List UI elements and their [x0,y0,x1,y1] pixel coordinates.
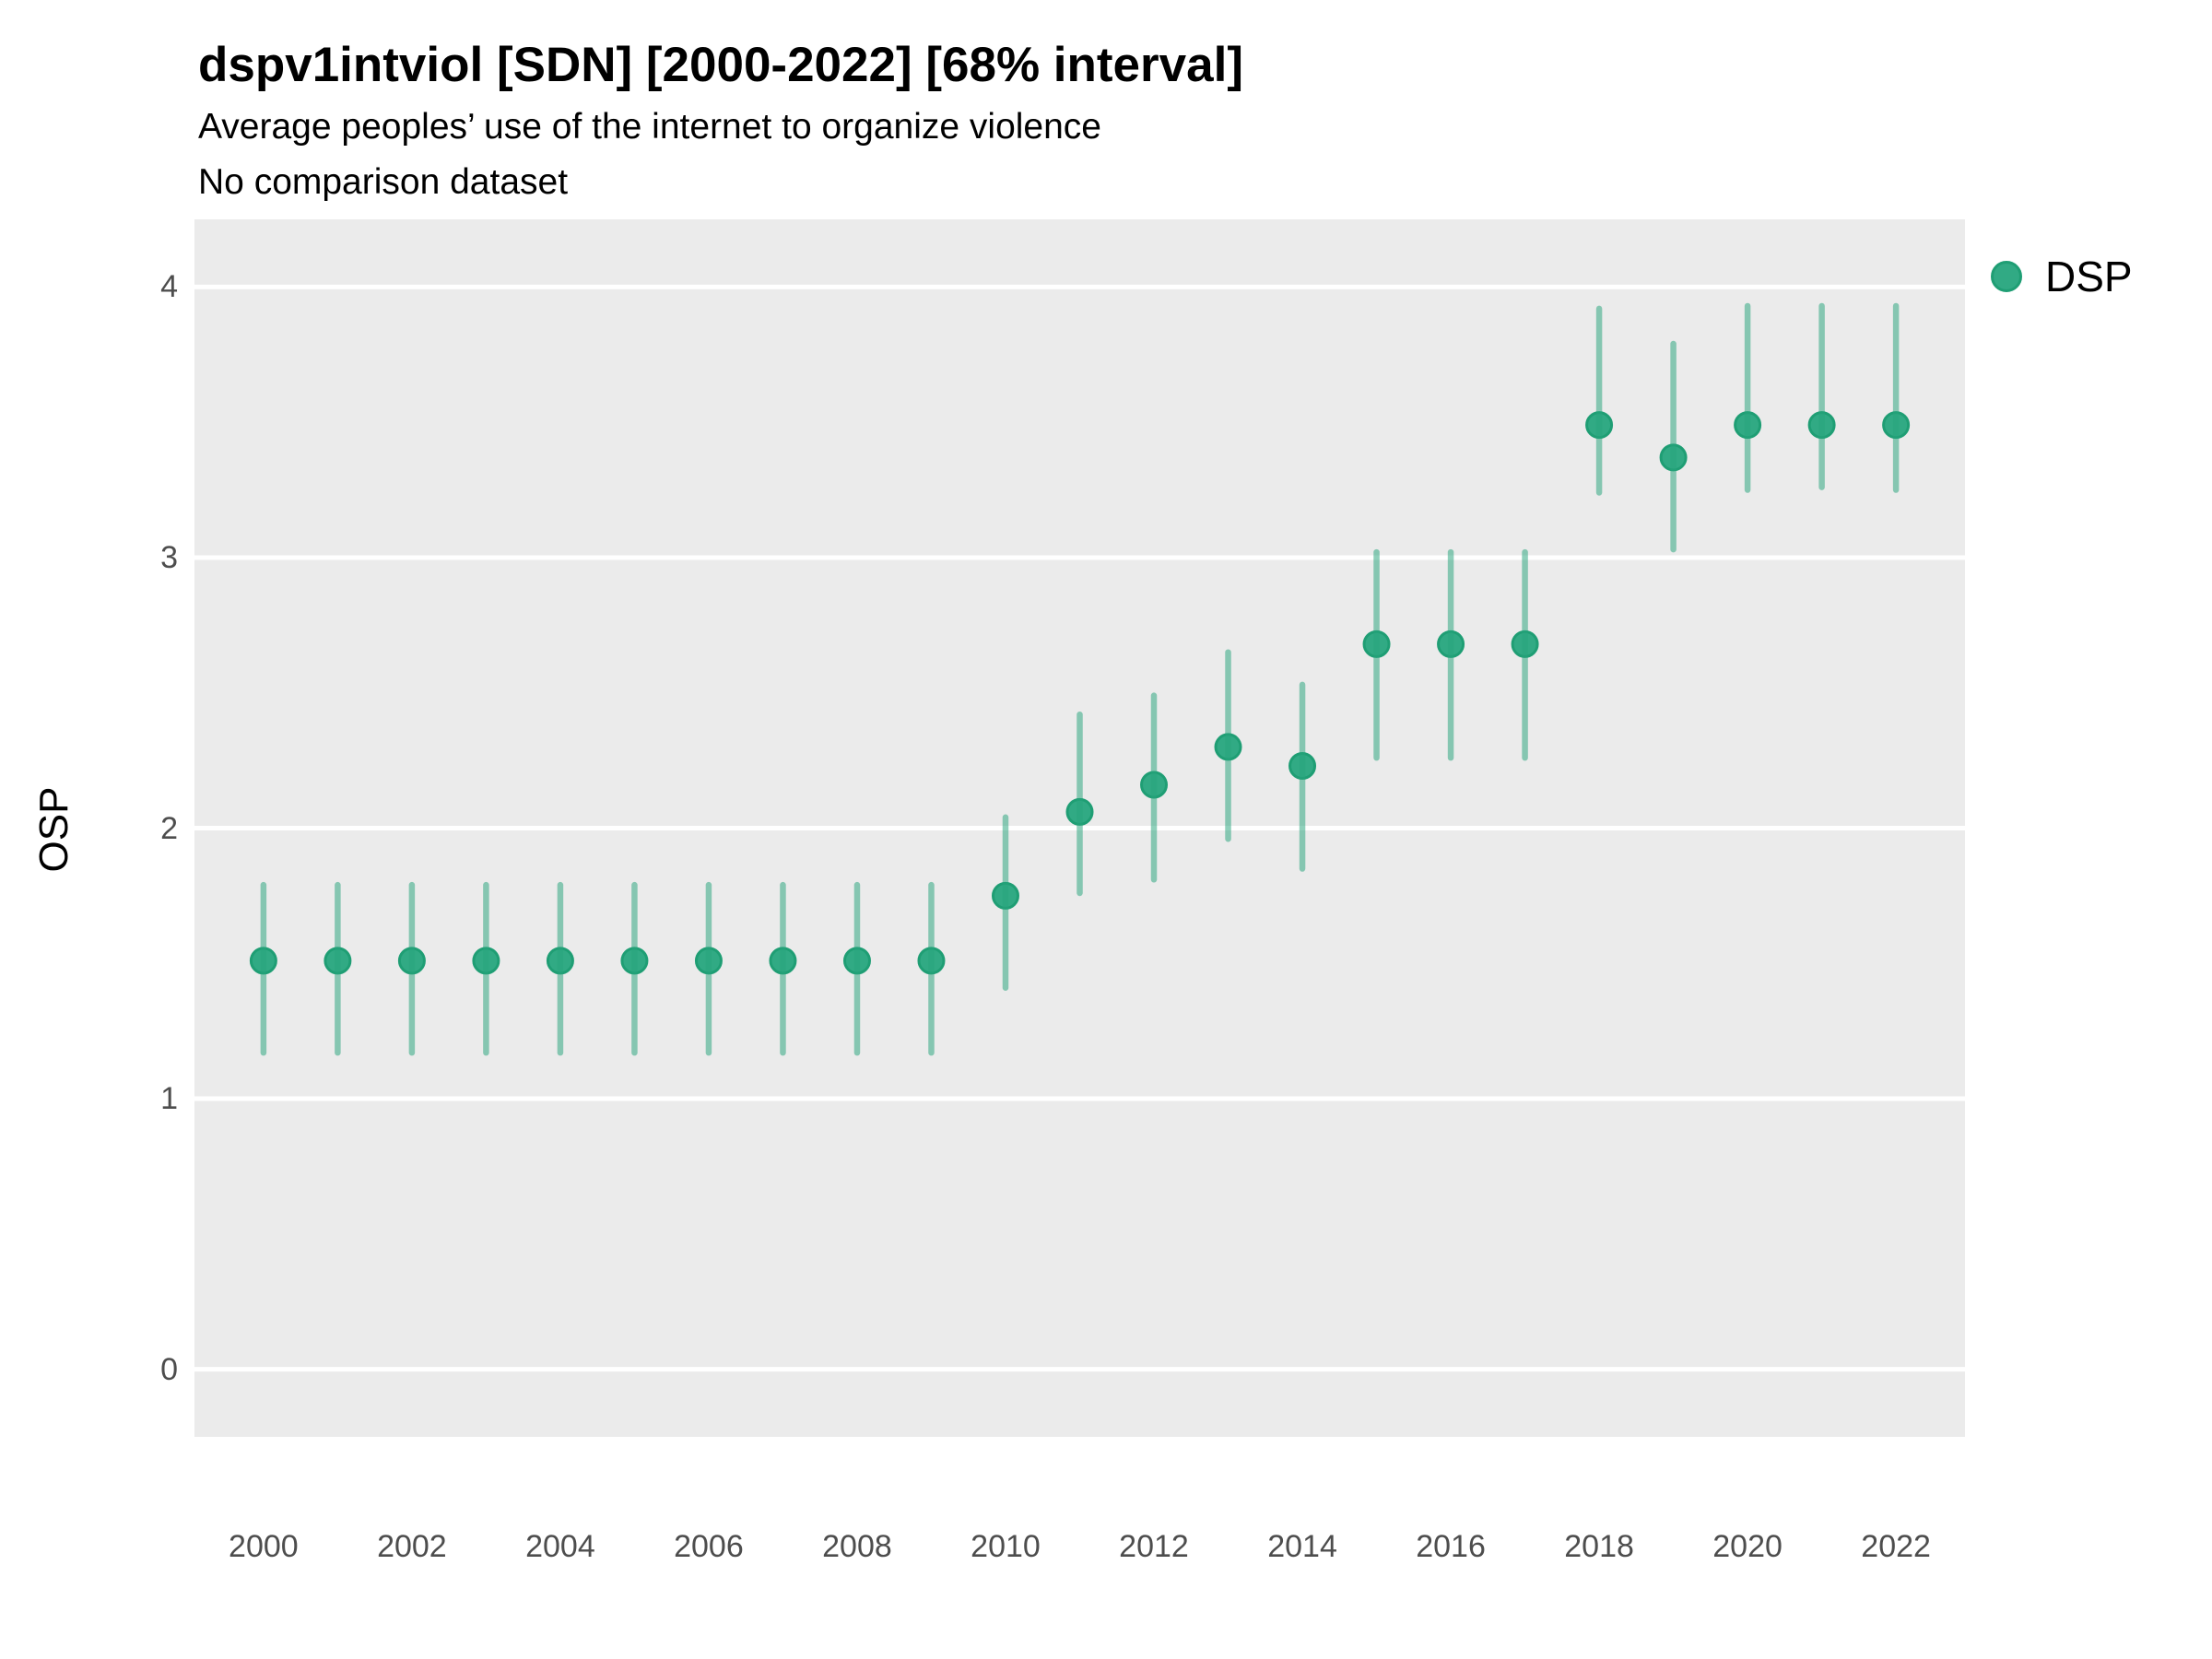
y-tick-label-4: 4 [160,269,178,305]
chart-subtitle: Average peoples’ use of the internet to … [198,107,1101,147]
y-tick-label-0: 0 [160,1351,178,1387]
legend: DSP [1986,247,2133,306]
page-title: dspv1intviol [SDN] [2000-2022] [68% inte… [198,38,1243,92]
x-tick-label-2020: 2020 [1712,1529,1783,1564]
comparison-note: No comparison dataset [198,162,569,202]
y-axis-title: OSP [31,786,76,873]
x-tick-label-2014: 2014 [1267,1529,1337,1564]
x-tick-label-2008: 2008 [822,1529,892,1564]
x-tick-label-2022: 2022 [1861,1529,1931,1564]
y-tick-label-1: 1 [160,1081,178,1117]
x-tick-label-2010: 2010 [971,1529,1041,1564]
x-tick-label-2004: 2004 [525,1529,595,1564]
x-tick-label-2006: 2006 [674,1529,744,1564]
x-tick-label-2002: 2002 [377,1529,447,1564]
y-tick-label-3: 3 [160,539,178,575]
legend-label: DSP [2045,253,2133,300]
y-tick-label-2: 2 [160,810,178,846]
x-tick-label-2000: 2000 [229,1529,299,1564]
x-tick-label-2018: 2018 [1564,1529,1634,1564]
x-tick-label-2016: 2016 [1416,1529,1486,1564]
x-tick-label-2012: 2012 [1119,1529,1189,1564]
legend-point-icon [1991,261,2022,292]
